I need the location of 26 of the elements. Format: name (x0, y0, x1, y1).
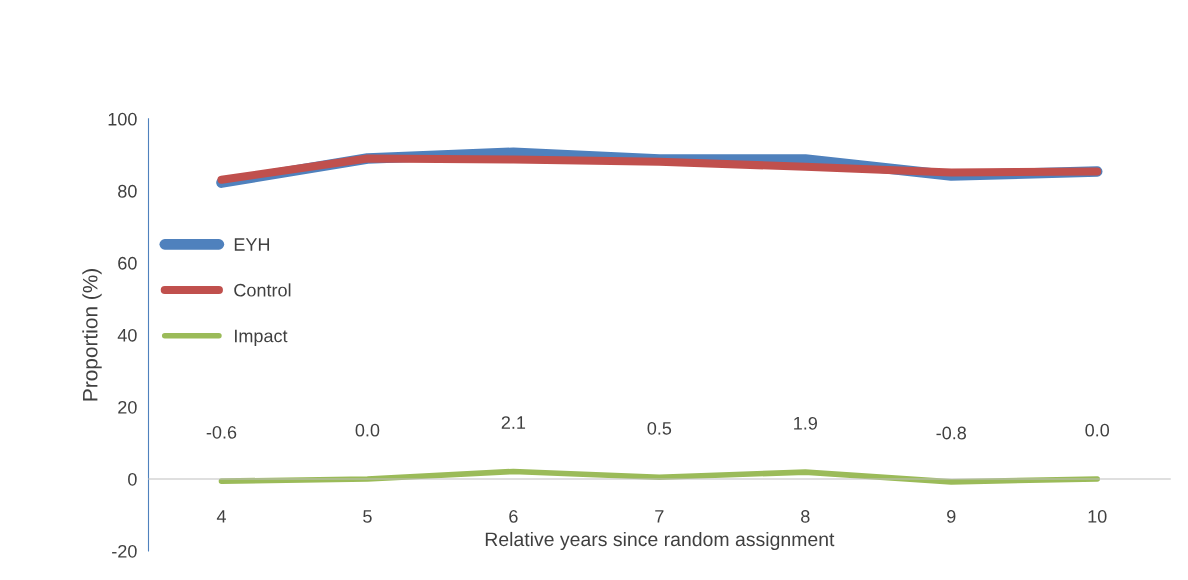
x-axis-title: Relative years since random assignment (485, 531, 835, 551)
y-tick-label: 80 (118, 184, 137, 198)
data-label: 0.0 (1085, 423, 1110, 437)
y-tick-label: 0 (128, 472, 137, 486)
x-tick-label: 9 (947, 510, 956, 523)
legend-label: Control (234, 283, 291, 297)
y-tick-label: 60 (118, 256, 137, 270)
x-tick-label: 8 (801, 510, 810, 523)
data-label: 0.0 (355, 423, 380, 437)
x-tick-label: 10 (1088, 510, 1107, 523)
data-label: -0.6 (206, 425, 237, 439)
x-tick-label: 4 (216, 510, 226, 523)
y-tick-label: 20 (118, 400, 137, 414)
y-tick-label: 100 (108, 112, 137, 126)
y-tick-label: -20 (112, 544, 137, 558)
y-axis-title: Proportion (%) (82, 269, 102, 401)
legend-label: EYH (234, 238, 270, 251)
y-tick-label: 40 (117, 328, 137, 342)
data-label: 2.1 (501, 416, 526, 429)
x-tick-label: 6 (509, 510, 518, 523)
x-tick-label: 5 (363, 510, 372, 523)
x-tick-label: 7 (655, 510, 664, 523)
legend-label: Impact (235, 329, 288, 346)
data-label: -0.8 (936, 426, 967, 440)
data-label: 0.5 (647, 421, 672, 435)
data-label: 1.9 (794, 416, 817, 430)
